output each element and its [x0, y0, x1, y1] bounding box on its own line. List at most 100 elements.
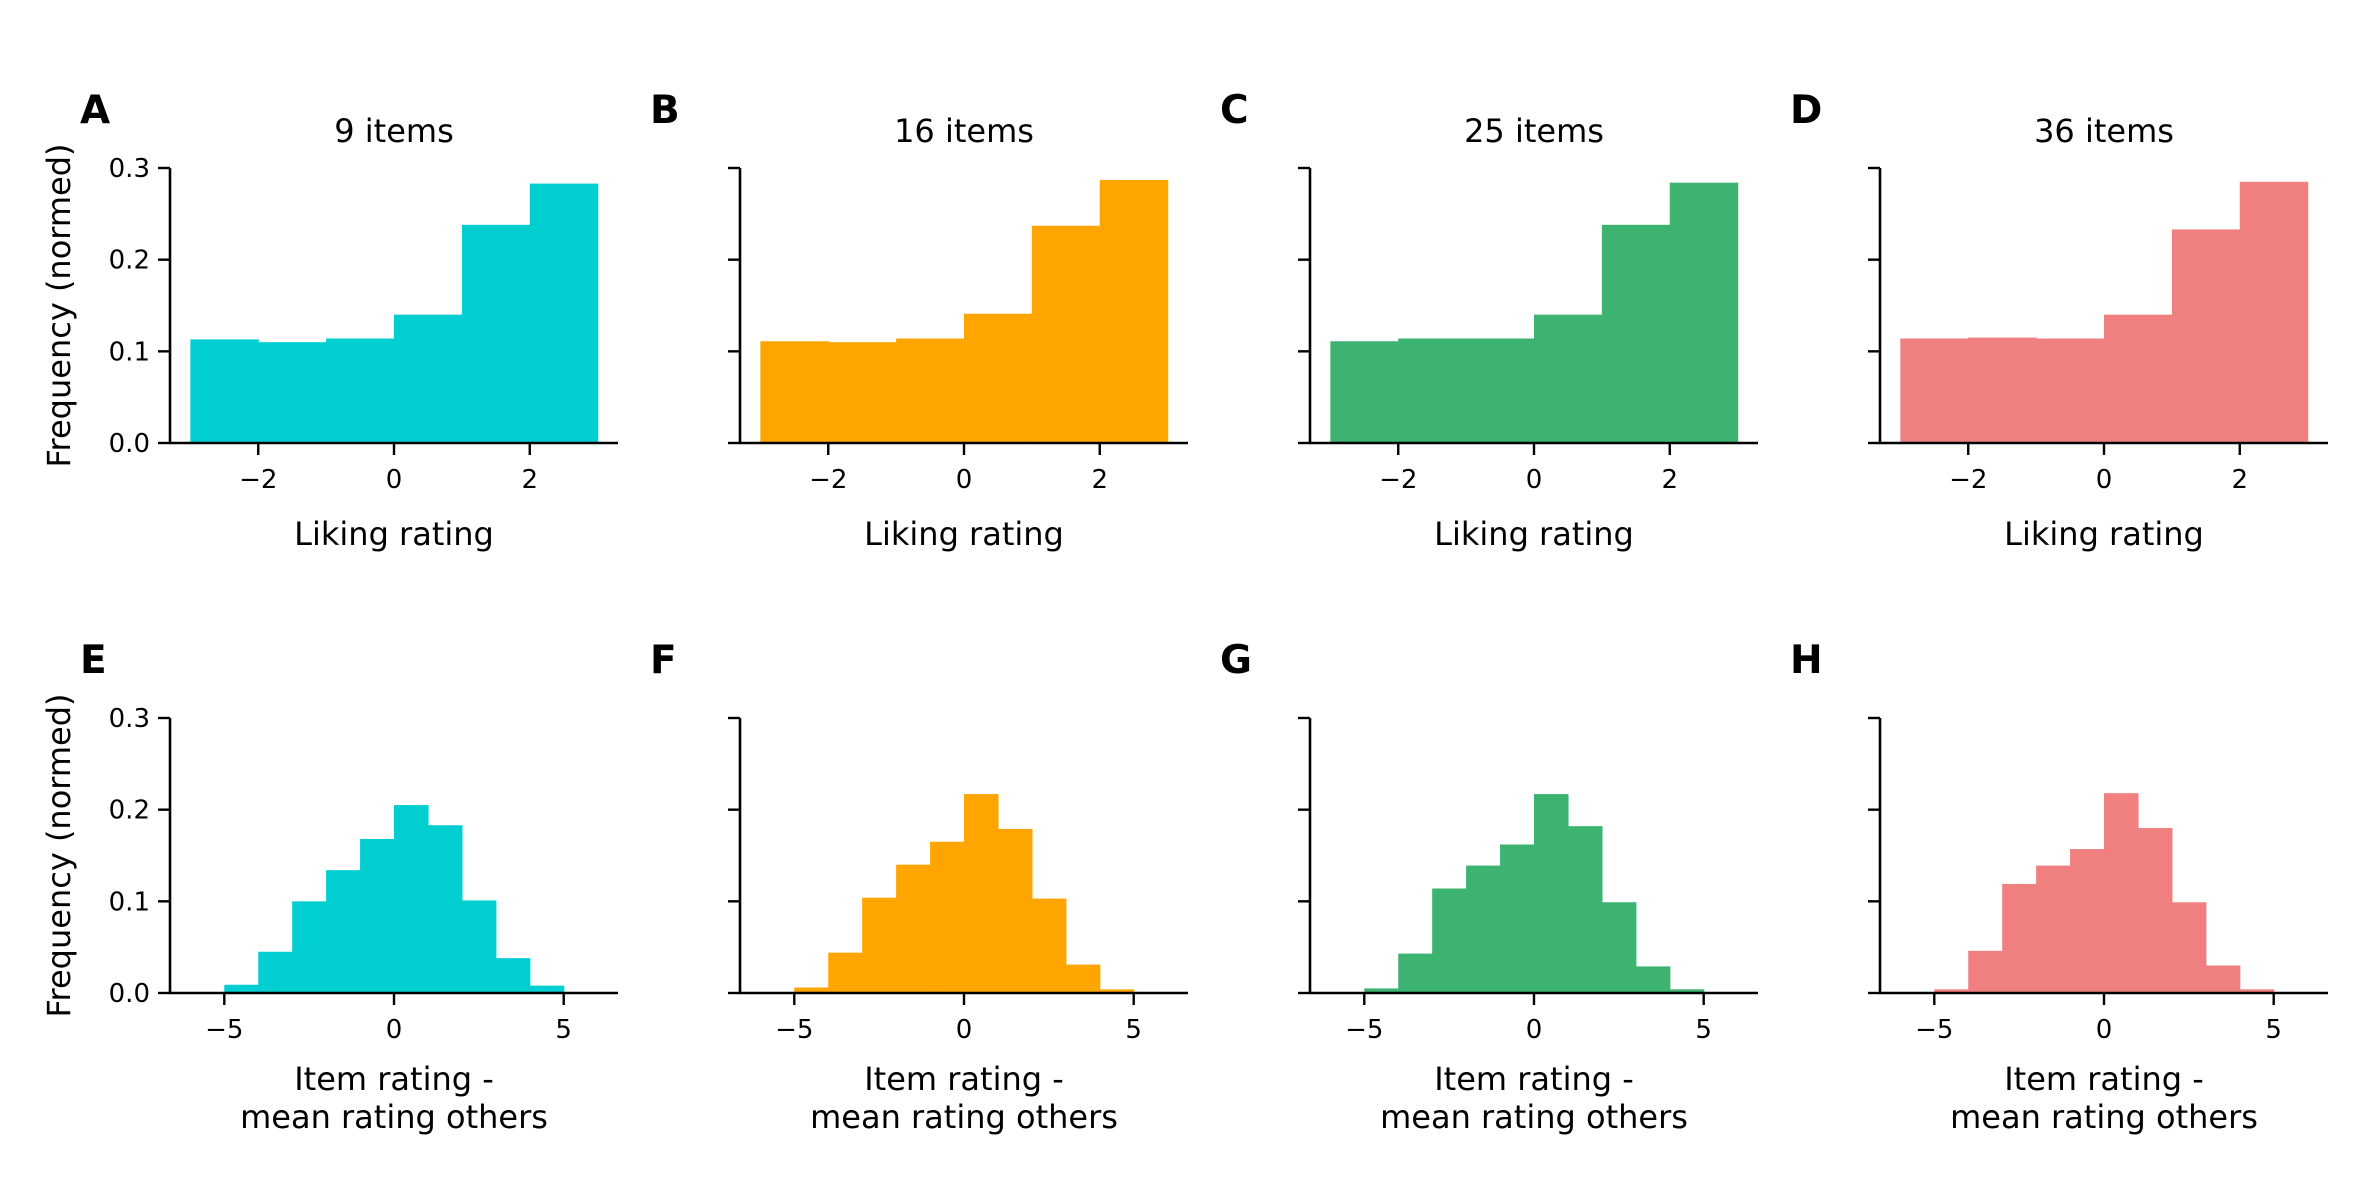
panel-f-bar-9 — [1065, 964, 1101, 993]
panel-c-bar-1 — [1330, 341, 1399, 443]
panel-g-bar-2 — [1398, 953, 1433, 993]
panel-f-letter: F — [650, 638, 677, 683]
panel-h-x-label-line-2: mean rating others — [1950, 1098, 2258, 1136]
panel-e-y-tick-label-0: 0.0 — [109, 979, 150, 1009]
panel-e-x-tick-label-2: 5 — [555, 1015, 572, 1045]
panel-a-y-tick-label-3: 0.3 — [109, 154, 150, 184]
panel-b-x-tick-label-1: 0 — [956, 465, 973, 495]
panel-a-bar-6 — [529, 183, 599, 443]
panel-e-x-tick-label-0: −5 — [205, 1015, 243, 1045]
panel-c-bar-3 — [1466, 338, 1535, 443]
panel-b-x-label: Liking rating — [864, 515, 1064, 553]
panel-e-bar-1 — [224, 984, 259, 993]
panel-g-x-tick-label-0: −5 — [1345, 1015, 1383, 1045]
panel-c-x-tick-label-1: 0 — [1526, 465, 1543, 495]
panel-a-y-tick-label-0: 0.0 — [109, 429, 150, 459]
panel-h-letter: H — [1790, 638, 1823, 683]
panel-e-bar-3 — [292, 901, 327, 993]
panel-f-bar-4 — [896, 864, 931, 993]
panel-g-bar-3 — [1432, 888, 1467, 993]
panel-c-letter: C — [1220, 88, 1249, 133]
panel-c-x-tick-label-2: 2 — [1661, 465, 1678, 495]
panel-e-y-tick-label-2: 0.2 — [109, 796, 150, 826]
panel-c-bar-5 — [1601, 224, 1671, 443]
panel-e-bar-8 — [461, 900, 497, 993]
panel-f-x-tick-label-2: 5 — [1125, 1015, 1142, 1045]
panel-e-x-label-line-1: Item rating - — [294, 1060, 494, 1098]
panel-h-bar-10 — [2239, 989, 2275, 993]
panel-d-letter: D — [1790, 88, 1822, 133]
panel-e-bar-2 — [258, 951, 293, 993]
panel-e-bar-4 — [326, 870, 361, 993]
panel-a-x-tick-label-0: −2 — [239, 465, 277, 495]
panel-f-x-tick-label-1: 0 — [956, 1015, 973, 1045]
panel-c-bar-4 — [1534, 314, 1603, 443]
panel-e-bar-10 — [529, 985, 565, 993]
panel-f-bar-6 — [964, 794, 999, 993]
panel-b-bar-4 — [964, 313, 1033, 443]
panel-h-x-label-line-1: Item rating - — [2004, 1060, 2204, 1098]
panel-h-bar-7 — [2137, 828, 2173, 993]
panel-e-y-tick-label-1: 0.1 — [109, 887, 150, 917]
panel-f-x-tick-label-0: −5 — [775, 1015, 813, 1045]
panel-g-bar-5 — [1500, 844, 1535, 993]
panel-f-bar-2 — [828, 952, 863, 993]
panel-g-bar-8 — [1601, 902, 1637, 993]
panel-h-x-tick-label-0: −5 — [1915, 1015, 1953, 1045]
panel-a-y-tick-label-1: 0.1 — [109, 337, 150, 367]
panel-h-x-tick-label-1: 0 — [2096, 1015, 2113, 1045]
panel-e-bar-9 — [495, 958, 531, 993]
panel-g-x-tick-label-1: 0 — [1526, 1015, 1543, 1045]
panel-a-bar-4 — [394, 314, 463, 443]
panel-e-bar-5 — [360, 839, 395, 993]
panel-a-bar-3 — [326, 338, 395, 443]
panel-c-x-label: Liking rating — [1434, 515, 1634, 553]
panel-f-bar-5 — [930, 841, 965, 993]
panel-g-bar-9 — [1635, 966, 1671, 993]
panel-a-letter: A — [80, 88, 110, 133]
panel-h-bar-6 — [2104, 793, 2139, 993]
panel-d-bar-1 — [1900, 338, 1969, 443]
panel-e-bar-6 — [394, 805, 429, 993]
panel-h-bar-4 — [2036, 865, 2071, 993]
panel-b-bar-6 — [1099, 179, 1169, 444]
panel-e-y-tick-label-3: 0.3 — [109, 704, 150, 734]
panel-g-bar-10 — [1669, 989, 1705, 993]
panel-h-bar-9 — [2205, 965, 2241, 993]
panel-d-bar-4 — [2104, 314, 2173, 443]
panel-b-title: 16 items — [894, 112, 1034, 150]
panel-g-x-label-line-2: mean rating others — [1380, 1098, 1688, 1136]
panel-a-bar-5 — [461, 224, 531, 443]
panel-d-x-tick-label-1: 0 — [2096, 465, 2113, 495]
panel-g-bar-1 — [1364, 988, 1399, 993]
panel-b-x-tick-label-2: 2 — [1091, 465, 1108, 495]
panel-f-bar-8 — [1031, 898, 1067, 993]
panel-d-bar-2 — [1968, 337, 2037, 443]
panel-e-x-tick-label-1: 0 — [386, 1015, 403, 1045]
panel-g-x-label-line-1: Item rating - — [1434, 1060, 1634, 1098]
panel-e-bar-7 — [427, 825, 463, 993]
panel-f-bar-7 — [997, 828, 1033, 993]
panel-d-x-tick-label-2: 2 — [2231, 465, 2248, 495]
panel-f-x-label-line-1: Item rating - — [864, 1060, 1064, 1098]
panel-d-title: 36 items — [2034, 112, 2174, 150]
panel-e-y-label: Frequency (normed) — [40, 693, 78, 1017]
panel-d-bar-3 — [2036, 338, 2105, 443]
panel-d-bar-5 — [2171, 229, 2241, 443]
panel-b-letter: B — [650, 88, 680, 133]
panel-a-x-tick-label-2: 2 — [521, 465, 538, 495]
panel-d-x-tick-label-0: −2 — [1949, 465, 1987, 495]
panel-a-x-label: Liking rating — [294, 515, 494, 553]
panel-c-bar-2 — [1398, 338, 1467, 443]
panel-a-y-tick-label-2: 0.2 — [109, 246, 150, 276]
panel-g-bar-4 — [1466, 865, 1501, 993]
panel-d-x-label: Liking rating — [2004, 515, 2204, 553]
panel-c-bar-6 — [1669, 182, 1739, 444]
panel-b-bar-3 — [896, 338, 965, 443]
panel-a-bar-1 — [190, 339, 259, 443]
panel-b-bar-2 — [828, 342, 897, 443]
panel-f-bar-10 — [1099, 989, 1135, 993]
panel-f-bar-1 — [794, 987, 829, 993]
